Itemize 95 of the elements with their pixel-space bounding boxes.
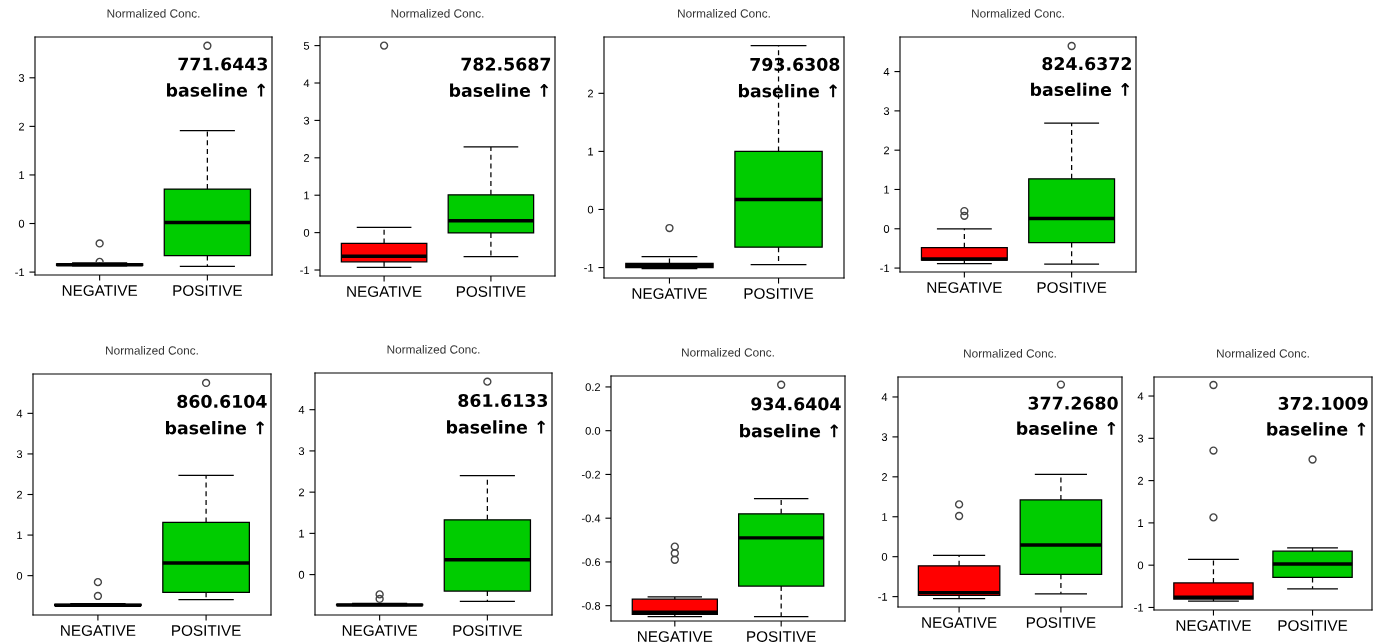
x-tick-label: POSITIVE bbox=[1278, 620, 1348, 631]
annotation: 372.1009 bbox=[1278, 396, 1368, 410]
annotation: 771.6443 bbox=[178, 57, 268, 71]
chart-title: Normalized Conc. bbox=[106, 346, 198, 355]
y-tick-label: 0 bbox=[881, 552, 888, 561]
y-tick-label: -1 bbox=[1134, 603, 1144, 612]
x-tick-label: NEGATIVE bbox=[61, 625, 136, 636]
y-tick-label: 1 bbox=[588, 147, 594, 156]
y-tick-label: 2 bbox=[298, 488, 305, 497]
y-tick-label: 0 bbox=[1137, 561, 1144, 570]
y-tick-label: 2 bbox=[587, 89, 594, 98]
chart-title: Normalized Conc. bbox=[682, 348, 774, 357]
x-tick-label: NEGATIVE bbox=[62, 285, 138, 296]
chart-title: Normalized Conc. bbox=[1217, 349, 1309, 358]
y-tick-label: 1 bbox=[304, 191, 310, 200]
y-tick-label: 2 bbox=[18, 122, 25, 131]
x-tick-label: POSITIVE bbox=[744, 288, 814, 299]
y-tick-label: 4 bbox=[16, 409, 23, 418]
y-tick-label: 4 bbox=[303, 79, 310, 88]
y-tick-label: 1 bbox=[1138, 519, 1144, 527]
annotation: baseline ↑ bbox=[450, 83, 549, 98]
y-tick-label: 0.2 bbox=[585, 383, 601, 392]
y-tick-label: 3 bbox=[298, 447, 305, 456]
y-tick-label: 2 bbox=[881, 473, 888, 481]
y-tick-label: 4 bbox=[881, 393, 888, 401]
x-tick-label: POSITIVE bbox=[1037, 282, 1107, 293]
y-tick-label: 0 bbox=[298, 570, 305, 579]
y-tick-label: 5 bbox=[303, 41, 310, 50]
annotation: baseline ↑ bbox=[740, 423, 839, 438]
y-tick-label: 1 bbox=[299, 529, 305, 538]
x-tick-label: POSITIVE bbox=[453, 625, 522, 636]
y-tick-label: -0.4 bbox=[581, 514, 601, 523]
y-tick-label: 0 bbox=[303, 228, 310, 237]
chart-title: Normalized Conc. bbox=[387, 345, 480, 354]
annotation: 793.6308 bbox=[750, 57, 840, 71]
y-tick-label: -1 bbox=[15, 268, 25, 277]
x-tick-label: NEGATIVE bbox=[632, 288, 707, 299]
y-tick-label: 3 bbox=[16, 450, 23, 459]
annotation: baseline ↑ bbox=[1267, 422, 1366, 436]
annotation: baseline ↑ bbox=[166, 421, 265, 435]
annotation: baseline ↑ bbox=[167, 83, 266, 97]
y-tick-label: 4 bbox=[1137, 392, 1144, 401]
x-tick-label: NEGATIVE bbox=[1176, 620, 1251, 631]
y-tick-label: 1 bbox=[19, 171, 25, 179]
x-tick-label: POSITIVE bbox=[456, 286, 526, 297]
y-tick-label: 3 bbox=[303, 116, 310, 125]
y-tick-label: 3 bbox=[18, 74, 25, 82]
y-tick-label: 0 bbox=[883, 225, 890, 233]
y-tick-label: -1 bbox=[300, 266, 310, 275]
x-tick-label: NEGATIVE bbox=[347, 286, 422, 297]
chart-title: Normalized Conc. bbox=[107, 9, 200, 18]
x-tick-label: NEGATIVE bbox=[927, 282, 1002, 293]
y-tick-label: 2 bbox=[16, 490, 23, 499]
y-tick-label: -1 bbox=[584, 263, 594, 272]
y-tick-label: 0 bbox=[16, 571, 23, 580]
x-tick-label: POSITIVE bbox=[1026, 617, 1096, 628]
chart-title: Normalized Conc. bbox=[678, 9, 770, 18]
x-tick-label: POSITIVE bbox=[172, 625, 241, 636]
x-tick-label: NEGATIVE bbox=[922, 617, 997, 628]
y-tick-label: 1 bbox=[882, 513, 888, 521]
annotation: 934.6404 bbox=[751, 397, 841, 411]
annotation: baseline ↑ bbox=[1031, 82, 1130, 97]
annotation: baseline ↑ bbox=[1017, 421, 1116, 435]
x-tick-label: POSITIVE bbox=[173, 285, 242, 296]
y-tick-label: 1 bbox=[884, 185, 890, 194]
y-tick-label: 2 bbox=[883, 146, 890, 155]
y-tick-label: -0.2 bbox=[581, 470, 601, 479]
chart-title: Normalized Conc. bbox=[391, 9, 484, 18]
y-tick-label: 3 bbox=[883, 107, 890, 116]
annotation: 782.5687 bbox=[461, 57, 551, 71]
y-tick-label: -0.6 bbox=[581, 558, 601, 567]
y-tick-label: 0 bbox=[18, 219, 25, 228]
chart-title: Normalized Conc. bbox=[972, 9, 1064, 18]
chart-title: Normalized Conc. bbox=[964, 349, 1056, 358]
annotation: baseline ↑ bbox=[738, 84, 838, 98]
annotation: 377.2680 bbox=[1028, 396, 1118, 410]
annotation: 824.6372 bbox=[1042, 57, 1131, 71]
annotation: 861.6133 bbox=[458, 393, 548, 408]
x-tick-label: POSITIVE bbox=[747, 631, 816, 642]
y-tick-label: -1 bbox=[878, 593, 888, 601]
annotation: baseline ↑ bbox=[447, 420, 546, 434]
y-tick-label: -0.8 bbox=[581, 601, 601, 610]
y-tick-label: 2 bbox=[1137, 476, 1144, 485]
annotation: 860.6104 bbox=[177, 394, 267, 408]
x-tick-label: NEGATIVE bbox=[638, 631, 713, 642]
y-tick-label: 4 bbox=[883, 67, 890, 76]
y-tick-label: 1 bbox=[17, 531, 23, 540]
y-tick-label: 2 bbox=[303, 154, 310, 162]
y-tick-label: 0.0 bbox=[585, 426, 601, 435]
x-tick-label: NEGATIVE bbox=[342, 625, 418, 636]
y-tick-label: -1 bbox=[880, 264, 890, 273]
y-tick-label: 3 bbox=[881, 433, 888, 442]
y-tick-label: 3 bbox=[1137, 434, 1144, 443]
y-tick-label: 0 bbox=[587, 205, 594, 214]
y-tick-label: 4 bbox=[298, 406, 305, 414]
